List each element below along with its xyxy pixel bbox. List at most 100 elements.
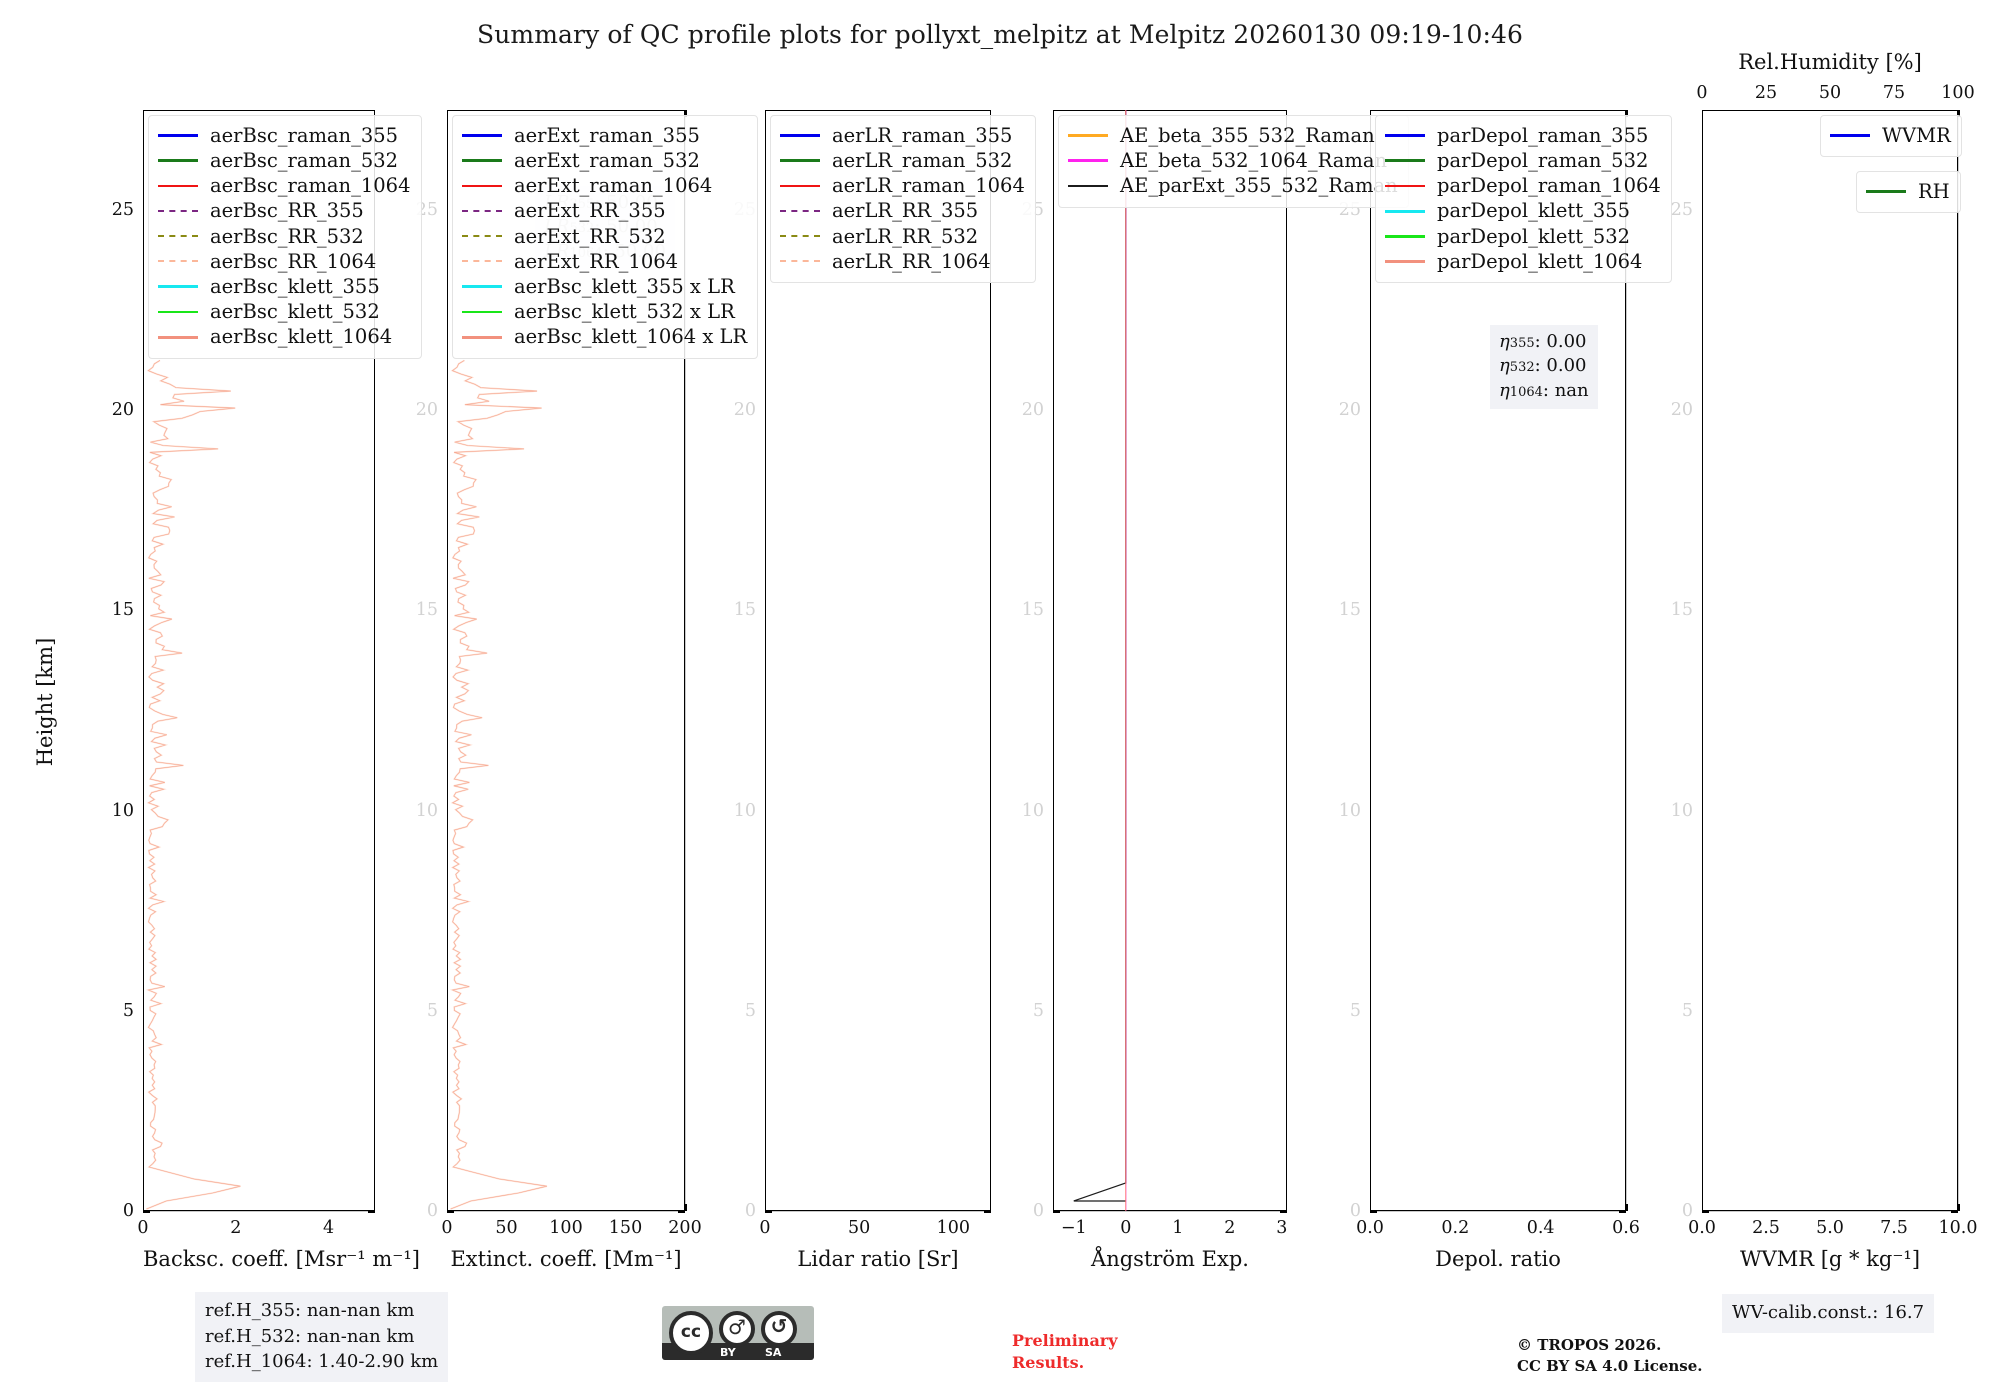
y-tick-label: 0: [122, 1201, 134, 1221]
legend-entry[interactable]: aerLR_raman_1064: [780, 173, 1025, 198]
x-tick-label: 100: [936, 1218, 971, 1238]
legend-entry[interactable]: aerLR_raman_355: [780, 123, 1025, 148]
legend-entry[interactable]: AE_parExt_355_532_Raman: [1068, 173, 1398, 198]
legend-entry[interactable]: parDepol_raman_532: [1385, 148, 1661, 173]
cc-by-sa-license-badge[interactable]: cc ♂ ↺ BY SA: [662, 1306, 814, 1360]
legend-entry[interactable]: WVMR: [1830, 123, 1951, 148]
annotation-depolarization-ratio: η355: 0.00 η532: 0.00 η1064: nan: [1490, 325, 1598, 409]
plot-frame: [1702, 110, 1958, 1211]
y-tick: [1702, 1211, 1709, 1213]
legend-label: aerExt_RR_1064: [514, 249, 679, 273]
annotation-symbol: η: [1499, 355, 1510, 377]
x-axis-title: Extinct. coeff. [Mm⁻¹]: [450, 1247, 682, 1271]
legend-label: aerLR_raman_355: [832, 123, 1013, 147]
legend-entry[interactable]: RH: [1866, 179, 1950, 204]
legend-entry[interactable]: parDepol_klett_532: [1385, 224, 1661, 249]
legend-entry[interactable]: aerBsc_raman_355: [158, 123, 411, 148]
legend-entry[interactable]: aerLR_raman_532: [780, 148, 1025, 173]
person-icon: [719, 1311, 755, 1347]
legend-water-vapour-wvmr: WVMR: [1820, 115, 1962, 158]
legend-label: aerExt_RR_355: [514, 199, 666, 223]
legend-entry[interactable]: aerExt_RR_1064: [462, 249, 747, 274]
legend-entry[interactable]: parDepol_klett_355: [1385, 199, 1661, 224]
panel-angstrom-exponent: 0510152025−10123AE_beta_355_532_RamanAE_…: [1022, 110, 1409, 1271]
y-tick-label-faint: 5: [426, 1000, 438, 1021]
legend-entry[interactable]: aerBsc_klett_1064 x LR: [462, 325, 747, 350]
y-tick-label-faint: 5: [1349, 1000, 1361, 1021]
legend-entry[interactable]: aerExt_RR_532: [462, 224, 747, 249]
legend-entry[interactable]: aerBsc_klett_355: [158, 274, 411, 299]
annotation-subscript: 532: [1509, 360, 1535, 376]
legend-entry[interactable]: parDepol_raman_355: [1385, 123, 1661, 148]
ref-h-1064: ref.H_1064: 1.40-2.90 km: [205, 1351, 439, 1373]
legend-entry[interactable]: aerExt_RR_355: [462, 199, 747, 224]
annotation-colon: :: [1534, 355, 1547, 377]
share-alike-icon: [761, 1311, 797, 1347]
legend-entry[interactable]: aerBsc_RR_532: [158, 224, 411, 249]
legend-entry[interactable]: AE_beta_532_1064_Raman: [1068, 148, 1398, 173]
x-tick-label: 200: [668, 1218, 702, 1238]
ref-h-355: ref.H_355: nan-nan km: [205, 1300, 415, 1321]
legend-entry[interactable]: aerBsc_klett_532: [158, 299, 411, 324]
legend-entry[interactable]: aerLR_RR_355: [780, 199, 1025, 224]
x-tick-label: 4: [323, 1218, 335, 1238]
y-tick-label: 20: [111, 400, 134, 421]
legend-entry[interactable]: AE_beta_355_532_Raman: [1068, 123, 1398, 148]
annotation-row: η1064: nan: [1499, 379, 1589, 403]
annotation-subscript: 1064: [1509, 384, 1543, 400]
curve-rr-1064: [146, 360, 240, 1209]
annotation-colon: :: [1542, 379, 1555, 401]
legend-label: aerBsc_klett_355 x LR: [514, 274, 735, 298]
preliminary-results-note: Preliminary Results.: [1012, 1330, 1118, 1373]
share-alike-glyph: ↺: [770, 1314, 788, 1338]
legend-entry[interactable]: aerLR_RR_532: [780, 224, 1025, 249]
legend-entry[interactable]: aerBsc_klett_532 x LR: [462, 299, 747, 324]
x-axis-title: Ångström Exp.: [1091, 1247, 1249, 1271]
y-tick: [1951, 1211, 1958, 1213]
legend-label: RH: [1918, 179, 1950, 203]
legend-entry[interactable]: aerBsc_RR_355: [158, 199, 411, 224]
legend-entry[interactable]: aerBsc_raman_1064: [158, 173, 411, 198]
legend-entry[interactable]: aerBsc_klett_1064: [158, 325, 411, 350]
legend-label: aerLR_raman_1064: [832, 174, 1025, 198]
gridline-horizontal: [447, 1211, 685, 1212]
x-tick: [685, 110, 687, 117]
legend-entry[interactable]: aerExt_raman_1064: [462, 173, 747, 198]
y-tick-label-faint: 10: [1338, 800, 1361, 821]
legend-entry[interactable]: aerBsc_raman_532: [158, 148, 411, 173]
gridline-vertical: [685, 110, 686, 1211]
legend-entry[interactable]: aerExt_raman_532: [462, 148, 747, 173]
y-tick: [678, 1211, 685, 1213]
y-tick-label: 15: [111, 600, 134, 621]
page-title: Summary of QC profile plots for pollyxt_…: [476, 20, 1523, 49]
legend-entry[interactable]: aerLR_RR_1064: [780, 249, 1025, 274]
curve-klett-1064: [146, 360, 240, 1209]
legend-label: parDepol_klett_1064: [1437, 249, 1643, 273]
x-tick-label: 0: [441, 1218, 453, 1238]
y-axis-title: Height [km]: [33, 637, 57, 767]
y-tick-label-faint: 15: [415, 600, 438, 621]
legend-label: aerLR_RR_532: [832, 224, 979, 248]
legend-entry[interactable]: aerBsc_RR_1064: [158, 249, 411, 274]
curve-rr-1064: [451, 360, 547, 1209]
gridline-horizontal: [1053, 1211, 1287, 1212]
ref-h-532: ref.H_532: nan-nan km: [205, 1325, 415, 1347]
legend-entry[interactable]: aerBsc_klett_355 x LR: [462, 274, 747, 299]
x-tick-label: 50: [495, 1218, 518, 1238]
y-tick-label-faint: 0: [1349, 1201, 1361, 1221]
x-tick-label: 0: [759, 1218, 771, 1238]
legend-label: aerBsc_klett_355: [210, 274, 380, 298]
y-tick: [984, 1211, 991, 1213]
legend-entry[interactable]: parDepol_raman_1064: [1385, 173, 1661, 198]
legend-label: aerBsc_klett_1064: [210, 325, 393, 349]
legend-entry[interactable]: aerExt_raman_355: [462, 123, 747, 148]
y-tick-label-faint: 20: [733, 400, 756, 421]
legend-water-vapour-rh: RH: [1856, 171, 1961, 214]
copyright-line-2: CC BY SA 4.0 License.: [1517, 1356, 1703, 1375]
y-tick-label-faint: 10: [1670, 800, 1693, 821]
y-tick: [1370, 1211, 1377, 1213]
legend-entry[interactable]: parDepol_klett_1064: [1385, 249, 1661, 274]
x-tick-label: 50: [848, 1218, 871, 1238]
legend-label: aerBsc_RR_1064: [210, 249, 377, 273]
